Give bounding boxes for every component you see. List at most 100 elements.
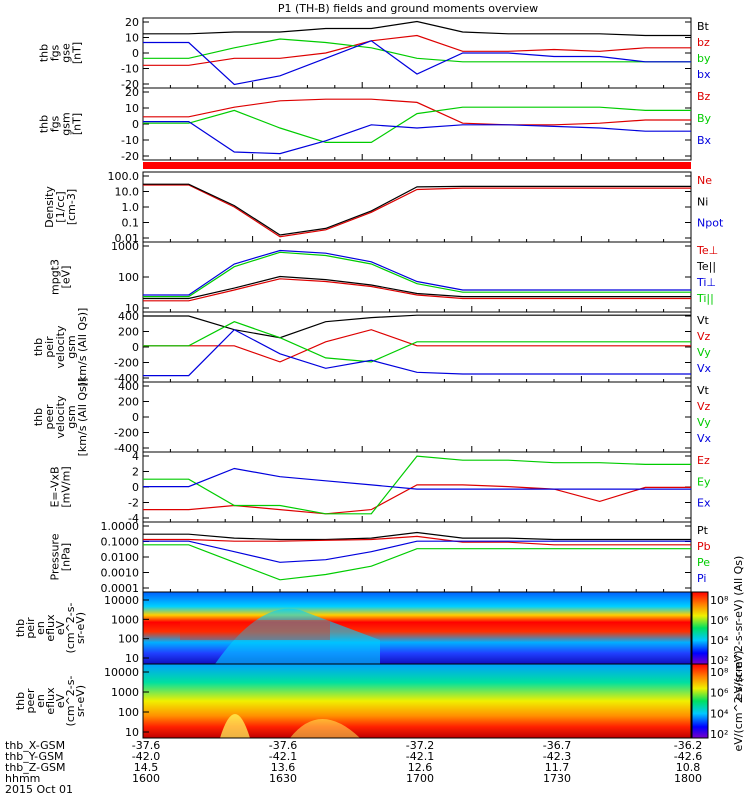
chart-title: P1 (TH-B) fields and ground moments over… [278, 2, 538, 15]
series-Te⊥ [143, 278, 691, 302]
legend-Bt: Bt [697, 20, 710, 33]
svg-text:thb: thb [14, 692, 27, 710]
ephemeris-value: 13.6 [271, 761, 296, 774]
svg-text:gse: gse [60, 43, 73, 63]
y-tick-label: 0.01 [115, 232, 140, 245]
colorbar-tick-label: 10⁸ [710, 666, 729, 679]
series-Ni [143, 183, 691, 236]
y-tick-label: 100.0 [108, 170, 140, 183]
series-Ti|| [143, 251, 691, 298]
y-axis-label: E=-VxB[mV/m] [49, 466, 73, 507]
y-tick-label: -20 [121, 150, 139, 163]
svg-text:en: en [34, 694, 47, 708]
panel-frame [142, 311, 692, 383]
svg-text:[nPa]: [nPa] [60, 543, 73, 571]
svg-text:sr-eV): sr-eV) [74, 612, 87, 644]
legend-Vz: Vz [697, 400, 711, 413]
ephemeris-value: -42.3 [543, 750, 571, 763]
series-Vx [143, 328, 691, 377]
svg-text:fgs: fgs [49, 44, 62, 61]
ephemeris-value: -37.6 [269, 739, 297, 752]
svg-text:peir: peir [43, 336, 56, 358]
svg-text:gsm: gsm [65, 335, 78, 358]
svg-text:velocity: velocity [54, 395, 67, 438]
svg-text:eV/(cm^2-s-sr-eV): eV/(cm^2-s-sr-eV) [732, 650, 745, 751]
legend-bz: bz [697, 36, 710, 49]
panel-pressure: 1.0000 0.1000 0.0100 0.0010 0.0001 Pressure[n… [49, 520, 711, 595]
panel-frame [142, 171, 692, 243]
ephemeris-label: thb_Z-GSM [5, 761, 65, 774]
svg-text:(cm^2-s-: (cm^2-s- [64, 676, 77, 727]
y-tick-label: 0.0001 [101, 582, 140, 595]
y-tick-label: 0.0100 [101, 551, 140, 564]
svg-text:eV: eV [54, 693, 67, 708]
electron-colorbar [691, 663, 709, 739]
svg-text:[km/s (All Qs)]: [km/s (All Qs)] [76, 308, 89, 387]
series-Ne [143, 184, 691, 238]
colorbar-tick-label: 10² [710, 654, 728, 667]
series-Pe [143, 544, 691, 581]
y-tick-label: -10 [121, 134, 139, 147]
series-Bx [143, 121, 691, 155]
ephemeris-value: 12.6 [408, 761, 433, 774]
ephemeris-value: -42.0 [132, 750, 160, 763]
legend-Ex: Ex [697, 497, 711, 510]
colorbar-tick-label: 10⁸ [710, 594, 729, 607]
y-tick-label: -20 [121, 78, 139, 91]
y-tick-label: -400 [114, 442, 139, 455]
y-axis-label: Density[1/cc][cm-3] [43, 186, 78, 228]
svg-text:[mV/m]: [mV/m] [60, 466, 73, 507]
date-label: 2015 Oct 01 [5, 783, 73, 796]
ephemeris-value: -36.2 [674, 739, 702, 752]
ion-colorbar [691, 591, 709, 665]
y-tick-label: 0.0010 [101, 567, 140, 580]
y-tick-label: 20 [125, 86, 139, 99]
svg-text:peir: peir [24, 617, 37, 639]
y-tick-label: 100 [118, 633, 139, 646]
y-tick-label: -400 [114, 372, 139, 385]
legend-By: By [697, 112, 712, 125]
panel-temperature: 1000 100 10 mpgt3[eV] Te⊥ Te|| Ti⊥ Ti|| [49, 240, 719, 315]
colorbar-tick-label: 10⁶ [710, 687, 729, 700]
legend-Vx: Vx [697, 362, 712, 375]
y-axis-label: Pressure[nPa] [49, 533, 73, 580]
svg-text:eflux: eflux [44, 614, 57, 642]
svg-text:thb: thb [32, 338, 45, 356]
legend-Pi: Pi [697, 572, 706, 585]
ephemeris-value: 1600 [132, 772, 160, 785]
colorbar-tick-label: 10² [710, 728, 728, 741]
panel-frame [142, 241, 692, 313]
svg-text:thb: thb [38, 44, 51, 62]
svg-text:thb: thb [38, 115, 51, 133]
ephemeris-value: 1700 [406, 772, 434, 785]
series-By [143, 106, 691, 143]
legend-Bz: Bz [697, 90, 711, 103]
ephemeris-value: 1630 [269, 772, 297, 785]
y-tick-label: 10 [125, 726, 139, 739]
y-tick-label: 1000 [111, 613, 139, 626]
y-tick-label: 0.1 [122, 217, 140, 230]
legend-Ne: Ne [697, 174, 712, 187]
svg-text:[nT]: [nT] [71, 113, 84, 135]
series-Ey [143, 455, 691, 515]
ephemeris-value: 1730 [543, 772, 571, 785]
svg-text:fgs: fgs [49, 115, 62, 132]
legend-Vx: Vx [697, 432, 712, 445]
panel-efield: 4 2 0 -2 -4 E=-VxB[mV/m] Ez Ey Ex [49, 450, 711, 525]
y-tick-label: 10 [125, 302, 139, 315]
series-Bz [143, 98, 691, 126]
panel-density: 100.0 10.0 1.0 0.1 0.01 Density[1/cc][cm-3] Ne… [43, 170, 724, 245]
ephemeris-value: -42.6 [674, 750, 702, 763]
y-tick-label: 2 [132, 466, 139, 479]
svg-text:E=-VxB: E=-VxB [49, 466, 62, 507]
y-tick-label: -4 [128, 512, 139, 525]
legend-Vz: Vz [697, 330, 711, 343]
svg-text:eflux: eflux [44, 687, 57, 715]
y-tick-label: 10000 [104, 666, 139, 679]
spectrogram-ion-eflux: 10000 1000 100 10 thbpeirenefluxeV(cm^2-s-sr… [14, 591, 692, 665]
series-bx [143, 40, 691, 86]
y-tick-label: 1000 [111, 686, 139, 699]
